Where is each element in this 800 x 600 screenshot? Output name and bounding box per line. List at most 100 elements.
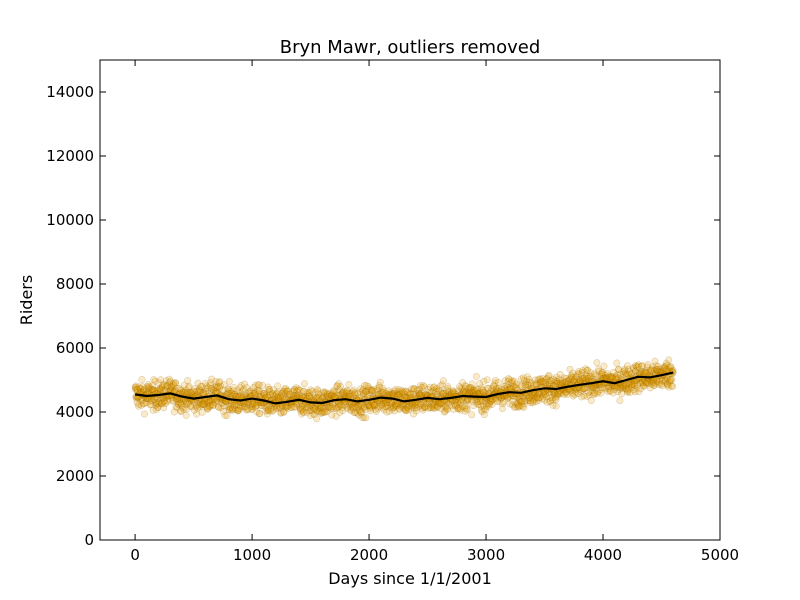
- scatter-point: [272, 405, 280, 413]
- scatter-point: [184, 377, 192, 384]
- scatter-point: [203, 384, 210, 392]
- scatter-point: [487, 397, 495, 405]
- scatter-point: [516, 396, 523, 404]
- scatter-point: [630, 365, 638, 373]
- scatter-point: [257, 401, 265, 409]
- scatter-point: [428, 401, 436, 409]
- scatter-point: [319, 392, 327, 400]
- scatter-point: [357, 409, 365, 417]
- scatter-point: [266, 391, 274, 399]
- scatter-point: [315, 394, 323, 402]
- scatter-point: [348, 389, 356, 397]
- scatter-point: [633, 384, 641, 392]
- scatter-point: [606, 387, 614, 395]
- scatter-point: [160, 398, 168, 405]
- scatter-point: [394, 390, 402, 398]
- scatter-point: [637, 369, 645, 377]
- scatter-point: [247, 402, 255, 410]
- scatter-point: [381, 399, 389, 407]
- scatter-point: [476, 397, 484, 405]
- scatter-point: [516, 397, 524, 405]
- scatter-point: [269, 390, 277, 398]
- scatter-point: [278, 389, 286, 397]
- scatter-point: [510, 382, 518, 390]
- scatter-point: [554, 377, 562, 385]
- scatter-point: [665, 356, 673, 364]
- scatter-point: [196, 387, 204, 394]
- scatter-point: [455, 404, 463, 412]
- scatter-point: [236, 388, 244, 396]
- scatter-point: [654, 362, 662, 370]
- scatter-point: [552, 394, 559, 402]
- scatter-point: [299, 405, 307, 413]
- scatter-point: [359, 404, 367, 412]
- scatter-point: [609, 373, 617, 380]
- scatter-point: [498, 405, 506, 413]
- scatter-point: [570, 377, 578, 385]
- scatter-point: [585, 391, 593, 399]
- x-tick-label: 5000: [701, 546, 739, 564]
- scatter-point: [536, 376, 544, 384]
- scatter-point: [652, 379, 660, 387]
- scatter-point: [316, 404, 324, 412]
- scatter-point: [150, 386, 158, 394]
- scatter-point: [599, 369, 607, 377]
- scatter-point: [337, 383, 344, 390]
- scatter-point: [344, 405, 351, 413]
- scatter-point: [609, 389, 617, 397]
- x-axis-label: Days since 1/1/2001: [328, 569, 492, 588]
- scatter-point: [385, 387, 393, 395]
- scatter-point: [191, 385, 199, 393]
- scatter-point: [319, 394, 327, 402]
- scatter-point: [662, 359, 670, 367]
- scatter-point: [441, 407, 449, 415]
- scatter-point: [617, 383, 625, 391]
- scatter-point: [624, 366, 632, 374]
- scatter-point: [135, 383, 143, 391]
- scatter-point: [224, 388, 232, 396]
- scatter-point: [525, 394, 533, 402]
- scatter-point: [436, 388, 444, 396]
- scatter-point: [449, 387, 457, 395]
- y-tick-label: 12000: [46, 147, 94, 165]
- scatter-point: [574, 390, 582, 398]
- scatter-point: [566, 375, 574, 383]
- scatter-point: [334, 391, 341, 399]
- scatter-point: [239, 387, 247, 395]
- scatter-point: [207, 385, 215, 393]
- y-axis-label: Riders: [17, 275, 36, 325]
- scatter-point: [567, 372, 575, 380]
- scatter-point: [310, 407, 318, 415]
- scatter-point: [250, 384, 258, 391]
- scatter-point: [350, 409, 358, 417]
- scatter-point: [360, 414, 368, 422]
- scatter-point: [405, 406, 413, 414]
- scatter-point: [159, 381, 167, 389]
- scatter-point: [411, 402, 419, 410]
- scatter-point: [648, 380, 656, 388]
- scatter-point: [301, 393, 309, 401]
- scatter-point: [292, 392, 300, 400]
- y-tick-label: 0: [84, 531, 94, 549]
- scatter-point: [456, 383, 464, 391]
- scatter-point: [146, 385, 154, 393]
- scatter-point: [138, 376, 146, 383]
- scatter-point: [144, 384, 152, 392]
- scatter-point: [542, 379, 549, 387]
- scatter-point: [572, 373, 580, 381]
- scatter-point: [304, 403, 312, 411]
- scatter-point: [323, 407, 331, 415]
- scatter-point: [404, 388, 412, 396]
- scatter-point: [329, 403, 337, 411]
- scatter-point: [424, 386, 432, 393]
- scatter-point: [399, 401, 407, 409]
- scatter-point: [543, 393, 551, 401]
- scatter-point: [332, 403, 340, 411]
- scatter-point: [658, 377, 666, 385]
- scatter-point: [490, 382, 498, 390]
- scatter-point: [231, 390, 239, 398]
- scatter-point: [489, 396, 497, 404]
- scatter-point: [182, 386, 190, 394]
- scatter-point: [391, 407, 399, 415]
- scatter-point: [579, 367, 587, 375]
